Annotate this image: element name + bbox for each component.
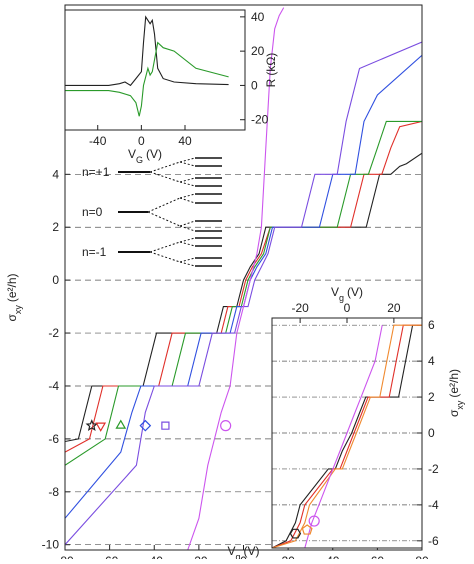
y-tick-label: 2 bbox=[52, 220, 59, 234]
axis-label-symbol: V bbox=[227, 544, 235, 558]
axis-label-unit: (V) bbox=[244, 544, 260, 558]
series-line bbox=[65, 120, 422, 466]
axis-label-subscript: xy bbox=[13, 305, 23, 315]
plot-frame bbox=[271, 317, 423, 549]
axis-label-unit: (e²/h) bbox=[447, 369, 461, 398]
axis-label-subscript: xy bbox=[455, 400, 465, 410]
x-tick-label: 40 bbox=[178, 134, 192, 148]
y-tick-label: -2 bbox=[48, 326, 59, 340]
axis-label-symbol: σ bbox=[447, 409, 461, 417]
y-tick-label: -20 bbox=[251, 113, 269, 127]
y-tick-label: -6 bbox=[428, 534, 439, 548]
marker bbox=[115, 419, 127, 429]
panel: -20 0 20 40 -40 0 40 VG (V) R (kΩ) bbox=[64, 9, 278, 165]
y-tick-label: 0 bbox=[52, 273, 59, 287]
marker bbox=[220, 420, 232, 432]
axis-label-unit: (V) bbox=[146, 147, 162, 161]
y-tick-label: 0 bbox=[251, 78, 258, 92]
x-tick-label: 60 bbox=[371, 554, 385, 559]
y-tick-label: 6 bbox=[428, 318, 435, 332]
marker bbox=[301, 524, 313, 535]
axis-label-symbol: R bbox=[264, 78, 278, 87]
x-tick-label: -40 bbox=[89, 134, 107, 148]
axis-label: R (kΩ) bbox=[264, 53, 278, 88]
axis-label-subscript: G bbox=[136, 155, 143, 165]
series-line bbox=[65, 41, 422, 546]
x-tick-label: 20 bbox=[281, 554, 295, 559]
axis-label-unit: (e²/h) bbox=[5, 273, 19, 302]
y-tick-label: -6 bbox=[48, 432, 59, 446]
y-tick-label: 20 bbox=[251, 44, 265, 58]
y-tick-label: -10 bbox=[42, 538, 60, 552]
axis-label-subscript: g bbox=[236, 552, 241, 559]
y-tick-label: -4 bbox=[48, 379, 59, 393]
axis-label: Vg (V) bbox=[331, 285, 363, 303]
axis-label-symbol: σ bbox=[5, 314, 19, 322]
series-group bbox=[272, 324, 422, 548]
x-tick-label: 0 bbox=[344, 301, 351, 315]
series-line bbox=[272, 324, 422, 548]
x-tick-label: 0 bbox=[138, 134, 145, 148]
x-tick-label: -20 bbox=[291, 301, 309, 315]
y-tick-label: 4 bbox=[52, 167, 59, 181]
series-line bbox=[272, 324, 422, 548]
axis-label-unit: (V) bbox=[347, 285, 363, 299]
annotation: n=-1 bbox=[82, 245, 107, 259]
y-tick-label: 4 bbox=[428, 354, 435, 368]
series-line bbox=[304, 325, 383, 548]
series-group bbox=[65, 7, 422, 550]
marker bbox=[161, 421, 170, 430]
y-tick-label: -2 bbox=[428, 462, 439, 476]
series-line bbox=[187, 7, 285, 550]
y-tick-label: -8 bbox=[48, 485, 59, 499]
marker bbox=[85, 419, 99, 431]
plot-frame bbox=[64, 9, 246, 131]
x-tick-label: 40 bbox=[326, 554, 340, 559]
x-tick-label: 20 bbox=[387, 301, 401, 315]
y-tick-label: 0 bbox=[428, 426, 435, 440]
marker bbox=[139, 419, 152, 432]
panel: -10-8-6-4-2024-80-60-40-20020406080Vg(V)… bbox=[5, 4, 429, 564]
y-tick-label: -4 bbox=[428, 498, 439, 512]
annotation: n=+1 bbox=[82, 165, 110, 179]
x-tick-label: -20 bbox=[190, 554, 208, 559]
series-line bbox=[65, 41, 229, 117]
axis-label-subscript: g bbox=[339, 293, 344, 303]
inset-background bbox=[65, 10, 245, 130]
marker bbox=[308, 515, 320, 527]
axis-label-symbol: V bbox=[331, 285, 339, 299]
y-tick-label: 40 bbox=[251, 10, 265, 24]
axis-label: Vg (V) bbox=[227, 544, 259, 559]
axis-label: VG (V) bbox=[128, 147, 162, 165]
axis-label: σxy (e²/h) bbox=[5, 273, 23, 321]
plot-frame bbox=[64, 4, 423, 551]
annotation: n=0 bbox=[82, 205, 103, 219]
x-tick-label: -80 bbox=[56, 554, 74, 559]
axis-label-unit: (kΩ) bbox=[264, 53, 278, 76]
series-line bbox=[272, 324, 422, 548]
x-tick-label: -60 bbox=[101, 554, 119, 559]
marker bbox=[95, 422, 107, 432]
series-line bbox=[65, 15, 229, 87]
y-tick-label: 2 bbox=[428, 390, 435, 404]
x-tick-label: -40 bbox=[146, 554, 164, 559]
series-group bbox=[65, 15, 229, 117]
landau-level-diagram bbox=[118, 157, 222, 267]
marker bbox=[289, 528, 302, 539]
axis-label: σxy (e²/h) bbox=[447, 369, 465, 417]
x-tick-label: 80 bbox=[415, 554, 429, 559]
axis-label-symbol: V bbox=[128, 147, 136, 161]
